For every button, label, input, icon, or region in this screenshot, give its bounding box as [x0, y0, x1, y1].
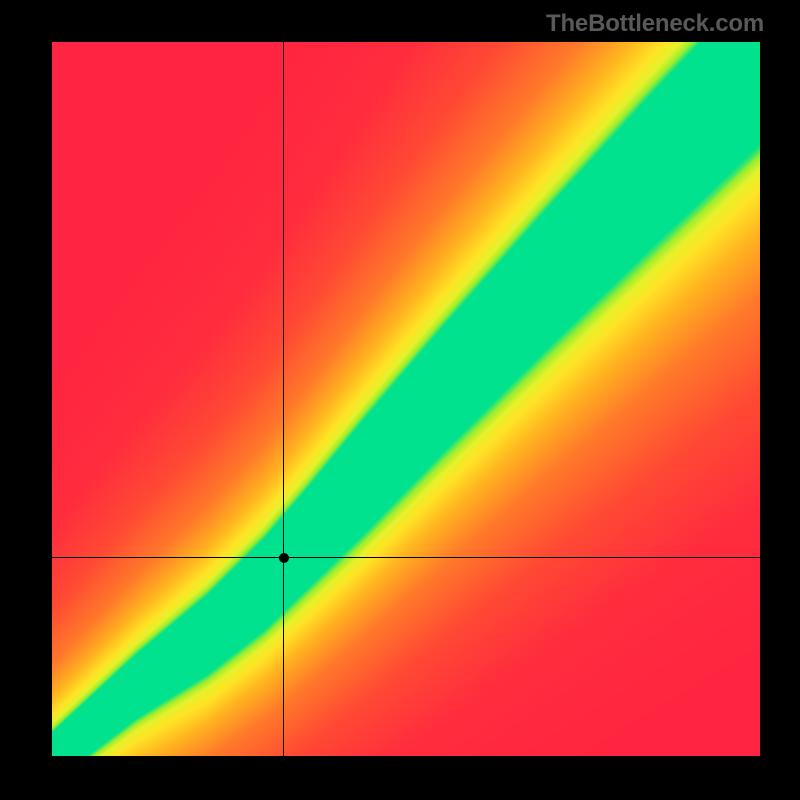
crosshair-vertical [283, 42, 284, 756]
heatmap-plot [52, 42, 760, 756]
crosshair-dot [279, 553, 289, 563]
watermark-text: TheBottleneck.com [546, 10, 764, 38]
crosshair-horizontal [52, 557, 760, 558]
heatmap-canvas [52, 42, 760, 756]
